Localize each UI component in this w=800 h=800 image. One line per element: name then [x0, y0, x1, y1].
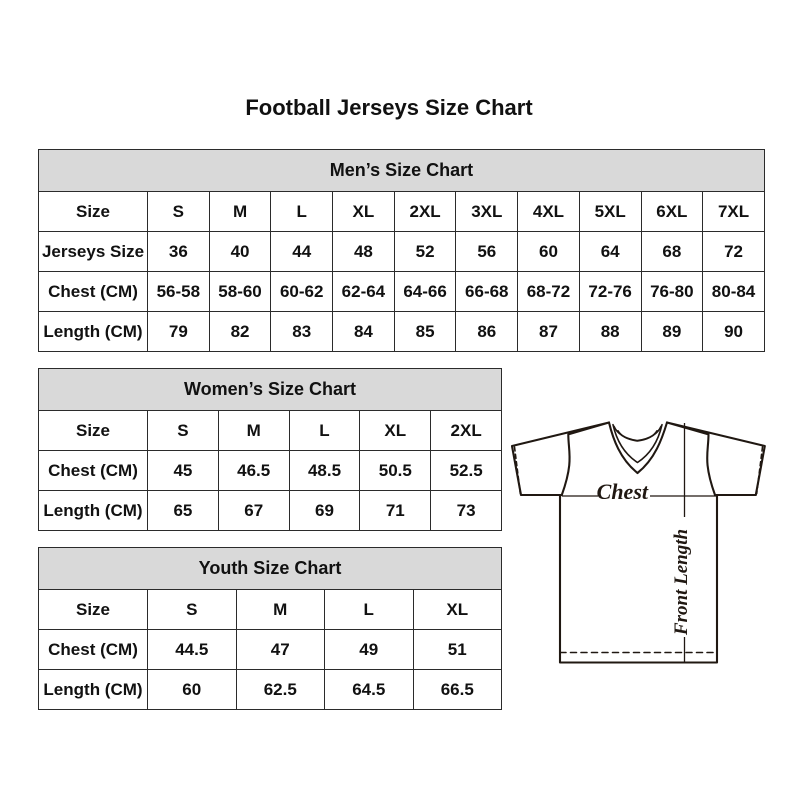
svg-text:Chest: Chest — [597, 479, 649, 504]
svg-text:Front Length: Front Length — [671, 529, 692, 636]
